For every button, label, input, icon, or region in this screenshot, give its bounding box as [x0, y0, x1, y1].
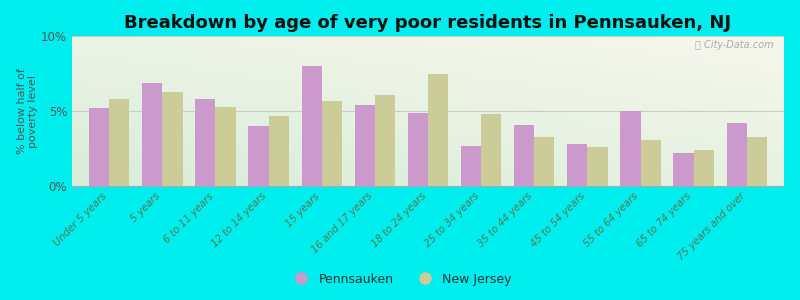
Bar [567, 144, 587, 186]
Bar [726, 123, 747, 186]
Bar [694, 150, 714, 186]
Bar [587, 147, 607, 186]
Bar [481, 114, 502, 186]
Bar [747, 136, 767, 186]
Bar [142, 82, 162, 186]
Y-axis label: % below half of
poverty level: % below half of poverty level [17, 68, 38, 154]
Bar [249, 126, 269, 186]
Bar [195, 99, 215, 186]
Bar [162, 92, 182, 186]
Bar [302, 66, 322, 186]
Bar [354, 105, 375, 186]
Bar [408, 112, 428, 186]
Bar [461, 146, 481, 186]
Bar [322, 100, 342, 186]
Bar [534, 136, 554, 186]
Text: ⓘ City-Data.com: ⓘ City-Data.com [694, 40, 774, 50]
Title: Breakdown by age of very poor residents in Pennsauken, NJ: Breakdown by age of very poor residents … [125, 14, 731, 32]
Bar [428, 74, 448, 186]
Bar [620, 111, 641, 186]
Bar [375, 94, 395, 186]
Bar [641, 140, 661, 186]
Bar [89, 108, 109, 186]
Bar [215, 106, 236, 186]
Bar [674, 153, 694, 186]
Legend: Pennsauken, New Jersey: Pennsauken, New Jersey [283, 268, 517, 291]
Bar [514, 124, 534, 186]
Bar [109, 99, 130, 186]
Bar [269, 116, 289, 186]
